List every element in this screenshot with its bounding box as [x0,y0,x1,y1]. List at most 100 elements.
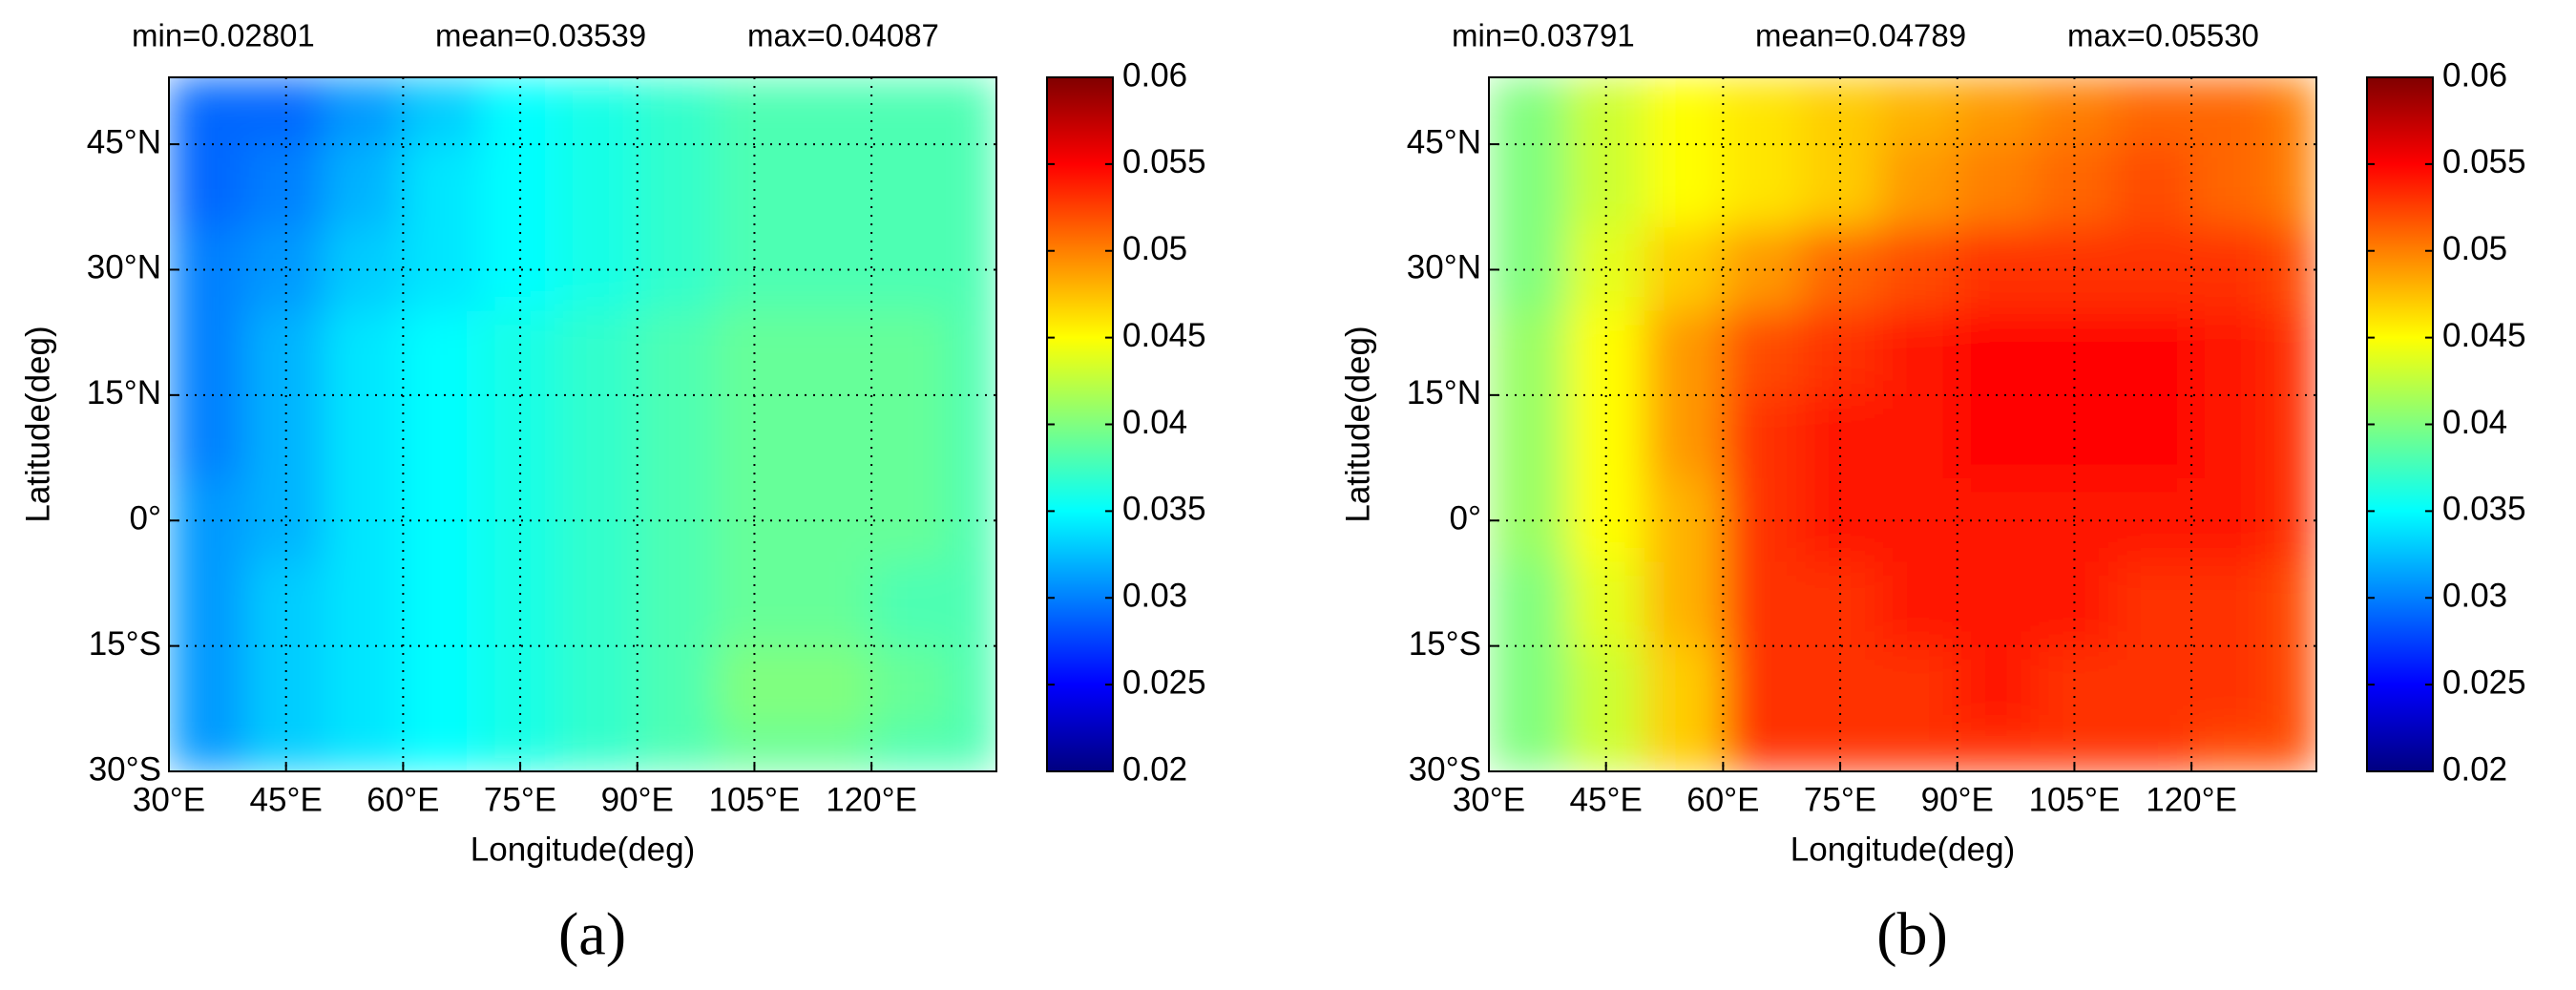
heatmap-cell [637,310,717,396]
heatmap-cell [949,310,996,396]
heatmap-cell [1489,77,1568,145]
heatmap-cell [1722,143,1802,229]
heatmap-cell [2190,143,2271,229]
heatmap-cell [715,394,794,479]
axes-frame [1488,76,2317,772]
heatmap-cell [1644,143,1724,229]
heatmap-cell [402,394,482,479]
colorbar-tick-label: 0.035 [1122,491,1206,528]
heatmap-cell [949,77,996,145]
heatmap-cell [949,227,996,312]
heatmap-cell [2112,561,2192,647]
heatmap-cell [1722,728,1802,771]
heatmap-cell [1722,227,1802,312]
heatmap-cell [558,77,639,145]
stat-label: mean=0.03539 [435,18,646,53]
heatmap-cell [2190,394,2271,479]
heatmap-cell [480,143,560,229]
heatmap-cell [480,561,560,647]
heatmap-cell [558,143,639,229]
heatmap-cell [2269,561,2316,647]
colorbar-tick-label: 0.035 [2442,491,2526,528]
heatmap-cell [792,143,872,229]
heatmap-cell [2035,561,2114,647]
heatmap-cell [2190,227,2271,312]
heatmap-cell [2190,728,2271,771]
x-tick-label: 45°E [1570,781,1643,818]
heatmap-cell [1957,394,2037,479]
heatmap-cell [325,143,404,229]
y-axis-label: Latitude(deg) [1339,326,1376,522]
colorbar-tick-label: 0.03 [1122,578,1187,615]
heatmap-cell [637,77,717,145]
heatmap-cell [480,477,560,563]
heatmap-cell [169,143,248,229]
heatmap-cell [325,227,404,312]
heatmap-cell [2190,77,2271,145]
heatmap-cell [792,394,872,479]
heatmap-cell [2269,728,2316,771]
heatmap-cell [1489,310,1568,396]
x-tick-label: 60°E [367,781,439,818]
heatmap-cell [325,310,404,396]
heatmap-cell [325,477,404,563]
colorbar-tick-label: 0.045 [1122,317,1206,354]
x-axis-label: Longitude(deg) [471,831,695,868]
heatmap-cell [2190,310,2271,396]
heatmap-cell [169,728,248,771]
heatmap-cell [2112,645,2192,730]
heatmap-cell [558,728,639,771]
heatmap-cell [1878,645,1958,730]
stat-label: min=0.03791 [1452,18,1635,53]
y-tick-label: 15°N [1407,374,1481,411]
heatmap-cell [792,310,872,396]
heatmap-cell [792,77,872,145]
heatmap-cell [870,728,951,771]
heatmap-cell [1489,143,1568,229]
heatmap-cell [1566,143,1646,229]
heatmap-cell [1800,394,1880,479]
x-tick-label: 75°E [1804,781,1876,818]
heatmap-cell [246,394,326,479]
heatmap-cell [1566,394,1646,479]
colorbar-tick-label: 0.05 [1122,230,1187,267]
heatmap-cell [402,728,482,771]
colorbar-tick-label: 0.045 [2442,317,2526,354]
y-tick-label: 30°N [1407,249,1481,286]
heatmap-cell [1800,143,1880,229]
heatmap-cell [1644,728,1724,771]
caption: (a) [558,900,626,968]
x-tick-label: 30°E [133,781,205,818]
heatmap-cell [870,477,951,563]
heatmap-cell [325,394,404,479]
colorbar-tick-label: 0.025 [2442,664,2526,701]
heatmap-cells [1489,77,2316,771]
heatmap-cells [169,77,996,771]
heatmap [169,77,996,771]
heatmap-cell [169,394,248,479]
heatmap-cell [949,394,996,479]
heatmap-cell [1800,477,1880,563]
heatmap-cell [1489,645,1568,730]
x-tick-label: 105°E [709,781,801,818]
heatmap-cell [1489,728,1568,771]
heatmap-cell [169,645,248,730]
heatmap-cell [169,310,248,396]
heatmap-cell [480,77,560,145]
heatmap-cell [1722,77,1802,145]
stat-label: max=0.04087 [747,18,939,53]
heatmap-cell [2269,645,2316,730]
heatmap-cell [715,143,794,229]
heatmap-cell [1878,77,1958,145]
heatmap-cell [1489,394,1568,479]
heatmap-cell [1722,645,1802,730]
heatmap-cell [325,77,404,145]
colorbar-tick-label: 0.02 [2442,750,2507,788]
heatmap-cell [870,561,951,647]
heatmap-cell [1800,77,1880,145]
heatmap-cell [715,77,794,145]
heatmap-cell [402,227,482,312]
heatmap-cell [2112,310,2192,396]
x-axis-label: Longitude(deg) [1791,831,2015,868]
